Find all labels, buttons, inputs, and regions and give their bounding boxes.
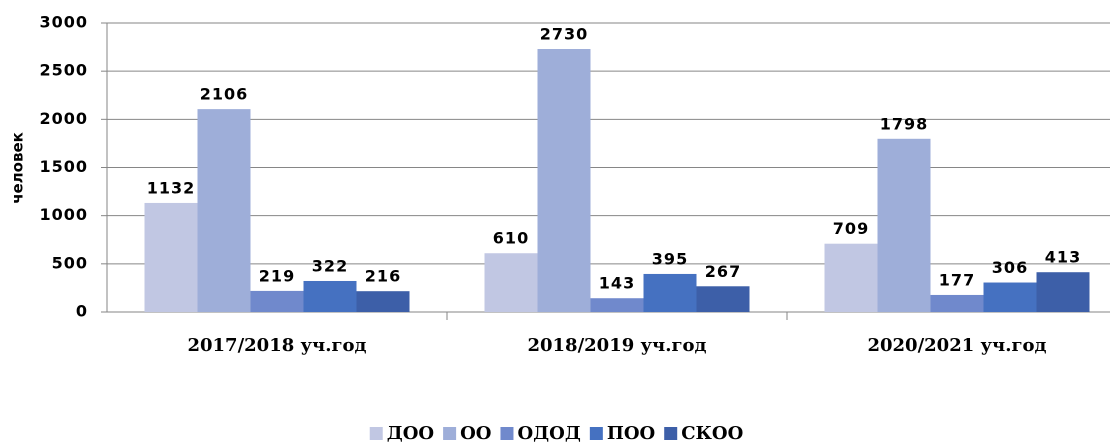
y-tick-label: 1500 [39,157,88,176]
bar [484,253,538,312]
bar [983,282,1037,312]
legend-swatch [369,427,383,440]
data-label: 143 [599,274,635,293]
bar [877,138,931,312]
legend-label: ОО [460,423,491,444]
bar [1036,272,1090,312]
data-label: 267 [705,262,741,281]
data-label: 2106 [200,85,249,104]
y-tick-label: 1000 [39,205,88,224]
data-label: 177 [939,270,975,289]
bar [537,49,591,312]
y-tick-label: 500 [52,253,88,272]
data-label: 219 [259,266,295,285]
data-label: 1132 [147,178,196,197]
y-tick-label: 2000 [39,109,88,128]
bar [356,291,410,312]
bar [303,280,357,312]
legend-swatch [664,427,678,440]
bar [197,109,251,312]
legend-swatch [589,427,603,440]
data-label: 216 [365,267,401,286]
legend-swatch [443,427,457,440]
data-label: 395 [652,249,688,268]
x-tick-label: 2018/2019 уч.год [527,335,706,356]
legend-label: ДОО [387,423,434,444]
bar [590,298,644,312]
legend-label: ПОО [607,423,655,444]
legend-swatch [500,427,514,440]
legend-label: ОДОД [517,423,580,444]
data-label: 306 [992,258,1028,277]
x-tick-label: 2017/2018 уч.год [187,335,366,356]
data-label: 413 [1045,248,1081,267]
data-label: 610 [493,229,529,248]
y-axis-label: человек [9,132,27,204]
data-label: 2730 [540,25,589,44]
legend-label: СКОО [681,423,743,444]
data-label: 709 [833,219,869,238]
bar [250,290,304,312]
y-tick-label: 2500 [39,61,88,80]
y-tick-label: 3000 [39,13,88,32]
data-label: 1798 [880,114,929,133]
bar [144,202,198,312]
data-label: 322 [312,256,348,275]
bar [930,294,984,312]
legend: ДОО ОО ОДОД ПОО СКОО [369,423,743,444]
x-tick-label: 2020/2021 уч.год [867,335,1046,356]
bar [696,286,750,312]
bar [643,273,697,312]
bar [824,243,878,312]
y-tick-label: 0 [76,302,88,321]
